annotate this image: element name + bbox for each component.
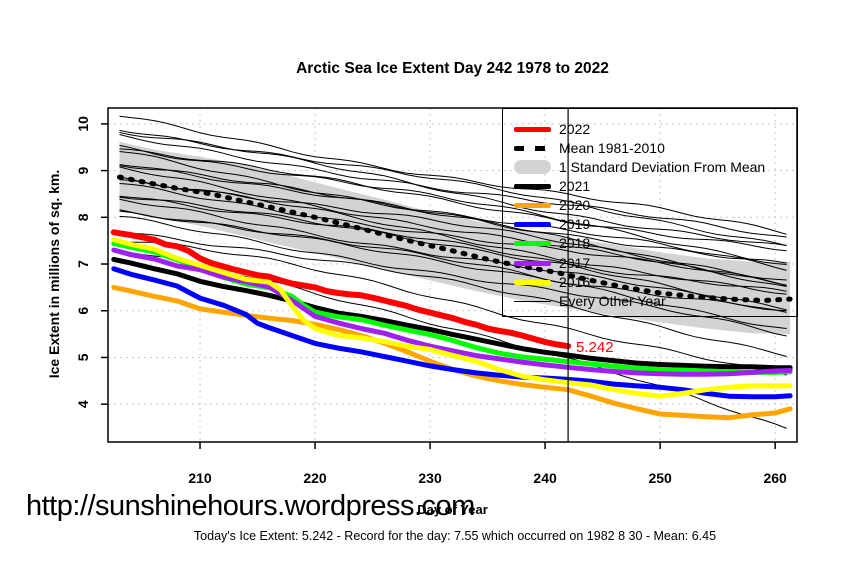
series-2017 [111,247,793,377]
background-year-line [119,232,787,357]
series-2019 [111,266,793,400]
background-year-line [119,179,787,295]
background-year-line [119,132,787,246]
y-tick-label: 4 [75,400,91,408]
x-tick-label: 240 [533,470,557,486]
background-year-line [119,148,787,252]
x-axis-label: Day of Year [417,502,488,517]
x-tick-label: 260 [763,470,787,486]
background-year-line [119,195,787,311]
legend-swatch [514,240,551,246]
y-tick-label: 5 [75,353,91,361]
legend-label: Every Other Year [559,293,666,309]
legend-swatch [514,221,551,227]
legend-label: 2019 [559,216,591,232]
stats-caption: Today's Ice Extent: 5.242 - Record for t… [193,529,717,543]
series-2016 [111,237,793,399]
x-tick-label: 230 [418,470,442,486]
x-tick-label: 220 [303,470,327,486]
background-year-line [119,215,787,337]
legend-label: 2021 [559,178,591,194]
legend-label: 2020 [559,197,591,213]
legend-swatch [514,183,551,189]
chart-title: Arctic Sea Ice Extent Day 242 1978 to 20… [296,60,609,77]
legend-swatch [514,300,551,302]
background-year-line [119,164,787,287]
background-year-line [119,198,787,313]
series-mean-1981-2010 [117,174,793,303]
url-watermark: http://sunshinehours.wordpress.com [26,490,475,522]
background-year-line [119,151,787,271]
legend-label: 2017 [559,255,591,271]
x-tick-label: 210 [188,470,212,486]
background-year-line [119,165,787,264]
background-year-line [119,166,787,287]
current-value-annotation: 5.242 [576,339,614,356]
legend-swatch [514,202,551,208]
y-tick-label: 9 [75,166,91,174]
legend: 2022 Mean 1981-2010 1 Standard Deviation F… [502,108,798,317]
legend-label: 2018 [559,235,591,251]
series-2021 [111,256,793,371]
legend-label: 2016 [559,274,591,290]
x-tick-label: 250 [648,470,672,486]
background-year-line [119,209,787,329]
y-tick-label: 7 [75,260,91,268]
legend-label: 1 Standard Deviation From Mean [559,159,766,175]
background-year-line [119,210,787,312]
background-year-line [119,241,787,376]
legend-swatch [514,145,551,151]
legend-swatch [514,126,551,132]
y-tick-label: 6 [75,307,91,315]
background-year-line [119,134,787,238]
legend-swatch [514,279,551,285]
background-year-line [119,115,787,235]
background-year-line [119,144,787,265]
background-year-line [119,196,787,292]
background-year-line [119,183,787,286]
series-2022 [110,229,572,350]
y-tick-label: 8 [75,213,91,221]
legend-swatch [514,160,551,174]
legend-label: 2022 [559,121,591,137]
y-tick-label: 10 [75,116,91,132]
legend-label: Mean 1981-2010 [559,140,665,156]
legend-swatch [514,260,551,266]
